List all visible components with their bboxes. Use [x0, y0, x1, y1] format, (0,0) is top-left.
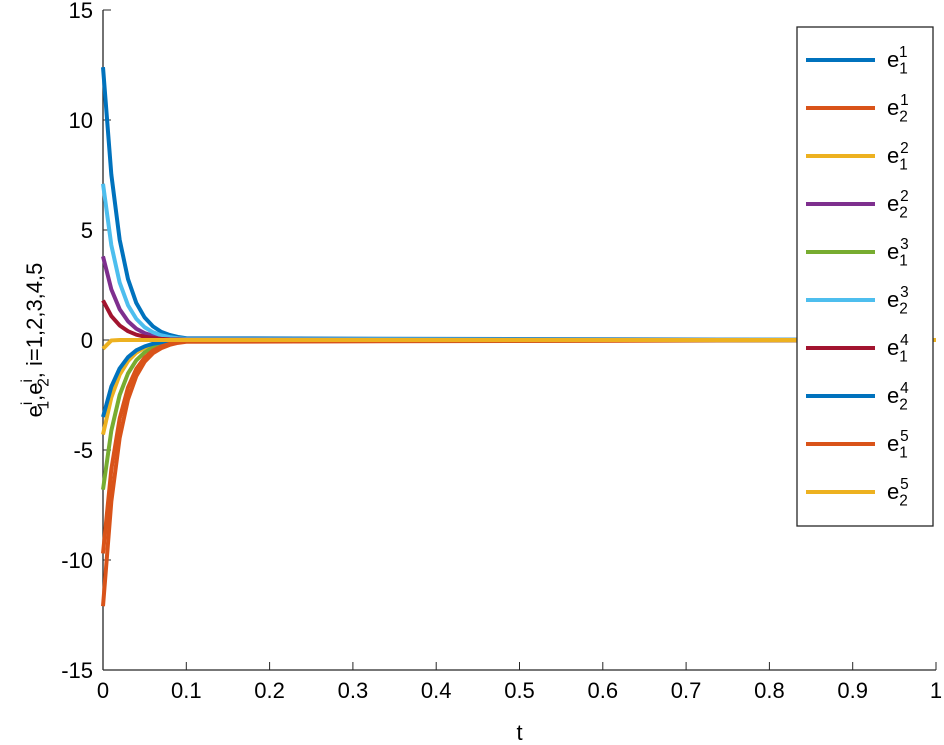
legend-label: e22 [887, 188, 909, 222]
x-tick-label: 0 [97, 678, 109, 703]
x-tick-label: 0.3 [338, 678, 369, 703]
x-tick-label: 0.4 [421, 678, 452, 703]
y-tick-label: 0 [81, 328, 93, 353]
x-tick-label: 0.2 [254, 678, 285, 703]
legend-box [796, 26, 934, 527]
x-tick-label: 0.6 [588, 678, 619, 703]
y-tick-label: 5 [81, 218, 93, 243]
legend-label: e11 [887, 44, 908, 78]
legend-label: e12 [887, 140, 909, 174]
legend-label: e25 [887, 476, 909, 510]
x-axis-label: t [516, 720, 522, 745]
x-tick-label: 0.9 [837, 678, 868, 703]
x-tick-label: 0.8 [754, 678, 785, 703]
legend-label: e21 [887, 92, 909, 126]
series-line [101, 338, 937, 554]
x-tick-label: 1 [930, 678, 942, 703]
y-tick-label: 10 [69, 108, 93, 133]
y-tick-label: -10 [61, 548, 93, 573]
y-axis-label: ei1,ei2, i=1,2,3,4,5 [19, 263, 53, 418]
series-line [101, 338, 936, 351]
x-tick-label: 0.1 [171, 678, 202, 703]
legend-label: e14 [887, 332, 909, 366]
legend-label: e23 [887, 284, 909, 318]
x-tick-label: 0.5 [504, 678, 535, 703]
legend-label: e24 [887, 380, 909, 414]
y-tick-label: -15 [61, 658, 93, 683]
y-tick-label: 15 [69, 0, 93, 23]
legend-label: e15 [887, 428, 909, 462]
legend-label: e13 [887, 236, 909, 270]
y-tick-label: -5 [73, 438, 93, 463]
x-tick-label: 0.7 [671, 678, 702, 703]
